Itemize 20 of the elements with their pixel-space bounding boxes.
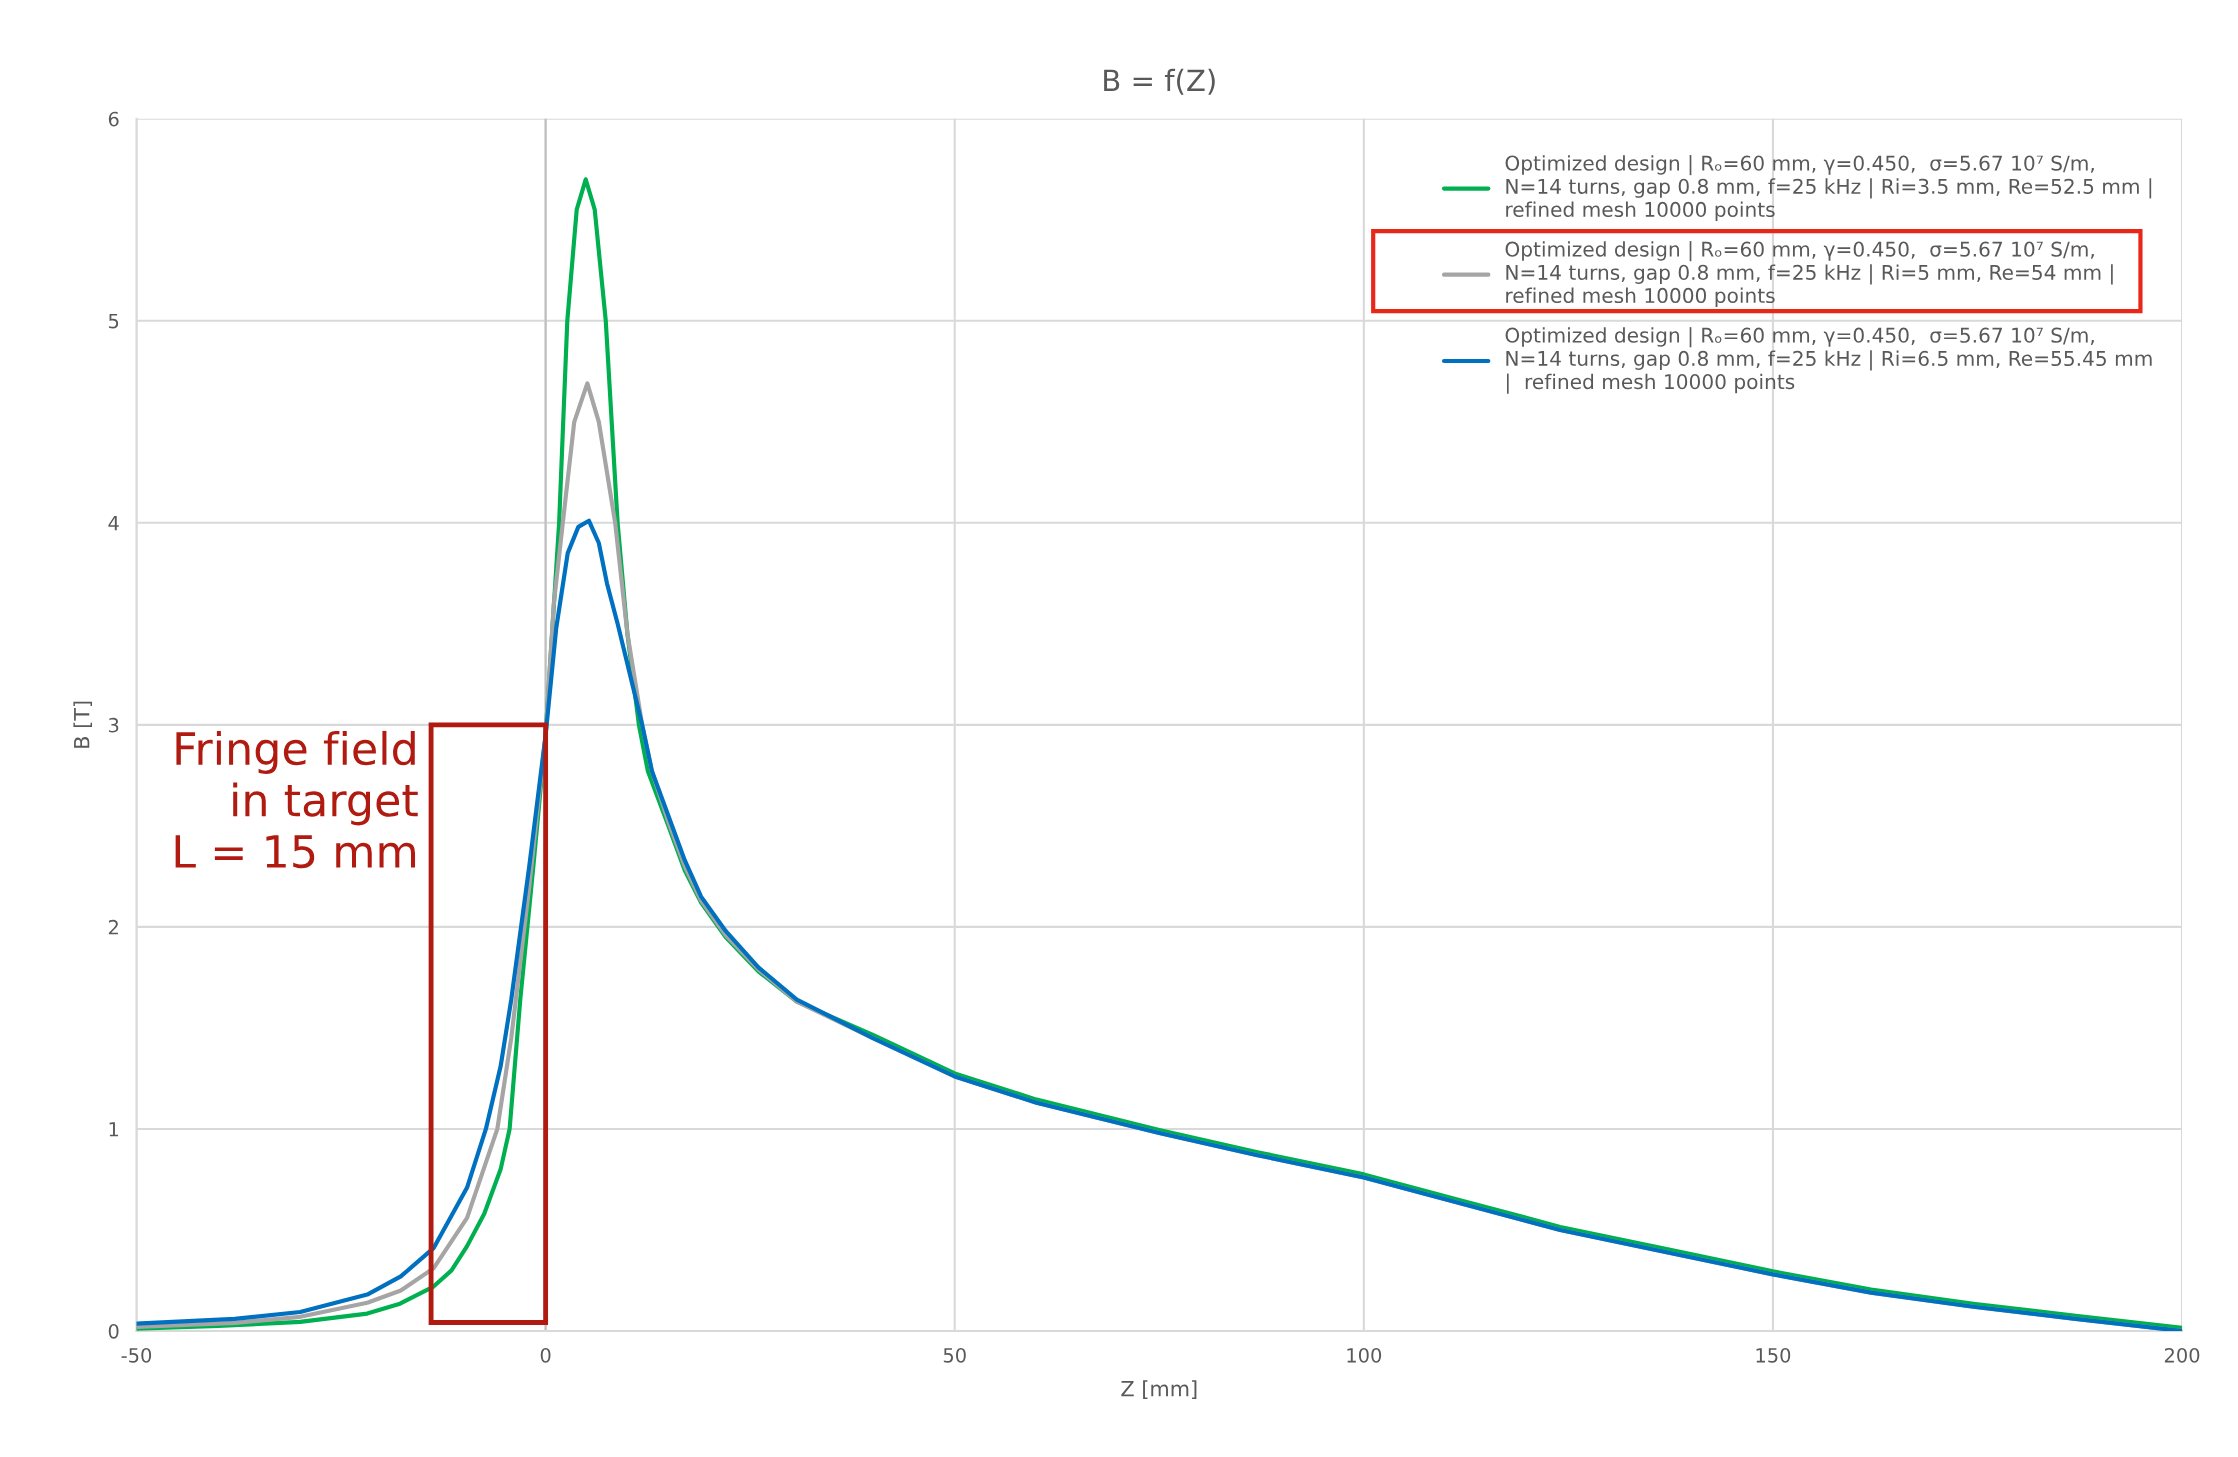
y-tick-label: 0 [108,1323,119,1339]
x-tick-label: 100 [1347,1347,1382,1363]
y-tick-label: 3 [108,717,119,733]
y-tick-label: 5 [108,313,119,329]
legend-label: Optimized design | Rₒ=60 mm, γ=0.450, σ=5.67 10⁷ S/m, N=14 turns, gap 0.8 mm, f=25 kHz | Ri=3.5 mm, Re=52.5 mm | refined mesh 10000 points [1505,155,2152,221]
y-tick-label: 1 [109,1122,119,1137]
x-tick-label: 50 [943,1347,966,1363]
legend-label: Optimized design | Rₒ=60 mm, γ=0.450, σ=5.67 10⁷ S/m, N=14 turns, gap 0.8 mm, f=25 kHz | Ri=5 mm, Re=54 mm | refined mesh 10000 points [1505,241,2113,308]
x-tick-label: -50 [121,1347,152,1363]
y-tick-label: 4 [108,516,119,531]
x-tick-label: 150 [1756,1347,1791,1363]
y-axis-title: B [T] [73,701,93,748]
x-tick-label: 0 [540,1347,551,1363]
x-axis-title: Z [mm] [1121,1380,1197,1399]
y-tick-label: 2 [108,919,118,935]
legend-label: Optimized design | Rₒ=60 mm, γ=0.450, σ=5.67 10⁷ S/m, N=14 turns, gap 0.8 mm, f=25 kHz | Ri=6.5 mm, Re=55.45 mm | refined mesh 10000 points [1505,327,2152,394]
annotation: Fringe field in target L = 15 mm [175,730,418,869]
x-tick-label: 200 [2164,1347,2200,1363]
y-tick-label: 6 [108,111,119,127]
chart-title: B = f(Z) [1104,68,1215,95]
